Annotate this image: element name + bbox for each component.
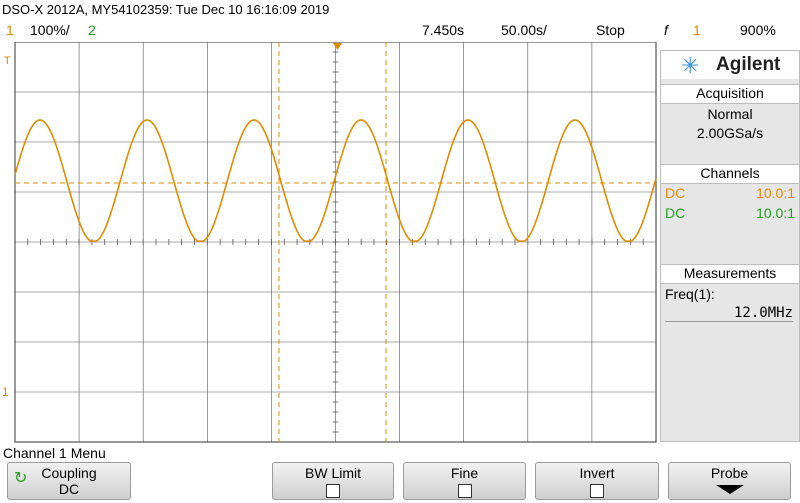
measurements-header: Measurements (661, 264, 799, 284)
info-panel: ✳ Agilent Acquisition Normal 2.00GSa/s C… (660, 50, 800, 442)
invert-softkey[interactable]: Invert (535, 462, 659, 500)
invert-label: Invert (579, 465, 615, 481)
ch2-indicator[interactable]: 2 (88, 22, 96, 38)
submenu-arrow-icon (715, 485, 744, 494)
bw-limit-label: BW Limit (305, 465, 361, 481)
ch1-coupling: DC (665, 185, 686, 201)
waveform-display[interactable]: T 1 (0, 42, 660, 444)
probe-softkey[interactable]: Probe (668, 462, 791, 500)
ch1-waveform-trace (14, 119, 657, 242)
bw-limit-softkey[interactable]: BW Limit (272, 462, 394, 500)
invert-checkbox[interactable] (590, 484, 604, 498)
measurement-label: Freq(1): (665, 286, 715, 302)
coupling-value: DC (58, 481, 80, 497)
time-delay: 7.450s (422, 22, 465, 38)
time-scale: 50.00s/ (501, 22, 547, 38)
fine-checkbox[interactable] (457, 484, 472, 498)
coupling-label: Coupling (41, 465, 97, 481)
fine-softkey[interactable]: Fine (403, 462, 526, 500)
ground-marker-icon: 1 (2, 385, 9, 399)
brand-header: ✳ Agilent (661, 51, 799, 79)
sample-rate: 2.00GSa/s (696, 125, 764, 141)
probe-label: Probe (710, 465, 749, 481)
cycle-icon: ↻ (14, 470, 28, 487)
bw-limit-checkbox[interactable] (326, 484, 340, 498)
window-title: DSO-X 2012A, MY54102359: Tue Dec 10 16:1… (2, 2, 330, 17)
ch1-probe-ratio: 10.0:1 (756, 185, 795, 201)
trigger-position-marker (333, 43, 342, 50)
graticule-ticks (14, 42, 657, 443)
trigger-level: 900% (740, 22, 776, 38)
run-state: Stop (596, 22, 625, 38)
brand-name: Agilent (716, 54, 781, 75)
trigger-source: 1 (693, 22, 701, 38)
ch2-coupling: DC (665, 205, 686, 221)
coupling-softkey[interactable]: ↻ Coupling DC (7, 462, 131, 500)
trigger-edge-icon: f (664, 22, 668, 38)
agilent-spark-icon: ✳ (681, 53, 700, 78)
status-bar: 1 100%/ 2 7.450s 50.00s/ Stop f 1 900% (0, 20, 800, 42)
ch1-scale: 100%/ (30, 22, 70, 38)
fine-label: Fine (450, 465, 479, 481)
ch1-indicator[interactable]: 1 (6, 22, 14, 38)
acquisition-mode: Normal (707, 106, 753, 122)
menu-title: Channel 1 Menu (3, 445, 106, 461)
trigger-marker-icon: T (4, 55, 11, 67)
acquisition-header: Acquisition (661, 84, 799, 104)
channels-header: Channels (661, 164, 799, 184)
ch2-probe-ratio: 10.0:1 (756, 205, 795, 221)
measurement-value: 12.0MHz (665, 305, 793, 322)
